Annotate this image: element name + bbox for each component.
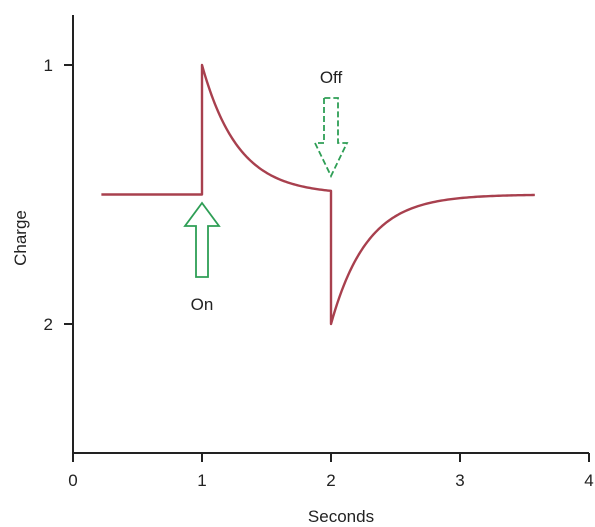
- x-axis-title: Seconds: [308, 507, 374, 526]
- x-tick-label: 2: [326, 471, 335, 490]
- y-tick-label: 1: [44, 56, 53, 75]
- off-arrow-icon: [313, 97, 349, 179]
- x-ticks: 0 1 2 3 4: [68, 453, 594, 490]
- series-line: [101, 63, 535, 326]
- annotations: On Off: [183, 68, 349, 314]
- on-arrow-icon: [183, 201, 221, 278]
- y-tick-label: 2: [44, 315, 53, 334]
- on-label: On: [191, 295, 214, 314]
- off-label: Off: [320, 68, 343, 87]
- x-tick-label: 3: [455, 471, 464, 490]
- y-axis-title: Charge: [11, 210, 30, 266]
- y-ticks: 12: [44, 56, 73, 334]
- x-tick-label: 4: [584, 471, 593, 490]
- x-tick-label: 0: [68, 471, 77, 490]
- x-tick-label: 1: [197, 471, 206, 490]
